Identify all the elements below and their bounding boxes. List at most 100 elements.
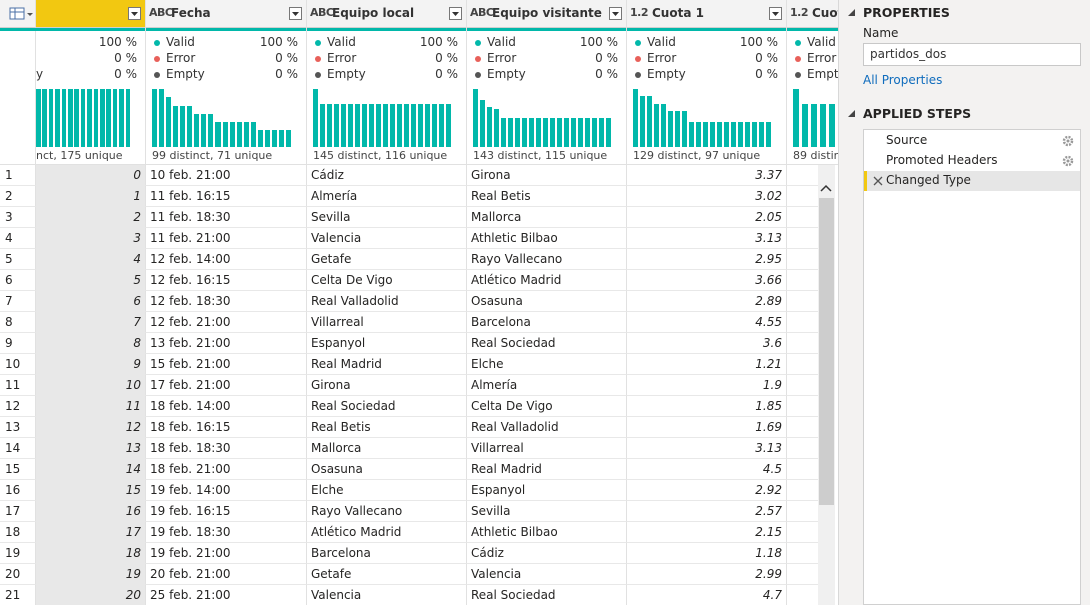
- cell[interactable]: Celta De Vigo: [307, 270, 467, 291]
- cell[interactable]: Almería: [467, 375, 627, 396]
- cell[interactable]: Real Sociedad: [307, 396, 467, 417]
- cell[interactable]: 1: [36, 186, 146, 207]
- cell[interactable]: 4.55: [627, 312, 787, 333]
- scroll-thumb[interactable]: [819, 198, 834, 505]
- cell[interactable]: Girona: [467, 165, 627, 186]
- cell[interactable]: 12 feb. 18:30: [146, 291, 307, 312]
- column-dropdown[interactable]: [128, 7, 141, 20]
- cell[interactable]: 20 feb. 21:00: [146, 564, 307, 585]
- cell[interactable]: Cádiz: [467, 543, 627, 564]
- column-dropdown[interactable]: [449, 7, 462, 20]
- cell[interactable]: 10 feb. 21:00: [146, 165, 307, 186]
- cell[interactable]: 3.02: [627, 186, 787, 207]
- cell[interactable]: 8: [36, 333, 146, 354]
- cell[interactable]: 13 feb. 21:00: [146, 333, 307, 354]
- column-dropdown[interactable]: [609, 7, 622, 20]
- cell[interactable]: 16: [36, 501, 146, 522]
- cell[interactable]: 17: [36, 522, 146, 543]
- cell[interactable]: 25 feb. 21:00: [146, 585, 307, 605]
- cell[interactable]: 2.99: [627, 564, 787, 585]
- cell[interactable]: Getafe: [307, 249, 467, 270]
- column-header[interactable]: 1.2 Cuota 1: [627, 0, 786, 28]
- cell[interactable]: Atlético Madrid: [467, 270, 627, 291]
- cell[interactable]: 14: [36, 459, 146, 480]
- cell[interactable]: 15 feb. 21:00: [146, 354, 307, 375]
- cell[interactable]: Real Betis: [307, 417, 467, 438]
- cell[interactable]: 12 feb. 21:00: [146, 312, 307, 333]
- cell[interactable]: 19 feb. 21:00: [146, 543, 307, 564]
- cell[interactable]: Valencia: [307, 585, 467, 605]
- cell[interactable]: Real Valladolid: [467, 417, 627, 438]
- cell[interactable]: 1.69: [627, 417, 787, 438]
- collapse-icon[interactable]: [847, 109, 857, 119]
- cell[interactable]: 18: [36, 543, 146, 564]
- applied-step[interactable]: Source: [864, 131, 1080, 151]
- cell[interactable]: 11 feb. 21:00: [146, 228, 307, 249]
- cell[interactable]: 4: [36, 249, 146, 270]
- applied-step[interactable]: Changed Type: [864, 171, 1080, 191]
- cell[interactable]: Osasuna: [307, 459, 467, 480]
- cell[interactable]: 18 feb. 14:00: [146, 396, 307, 417]
- column-header[interactable]: ABC Equipo local: [307, 0, 466, 28]
- cell[interactable]: 19: [36, 564, 146, 585]
- cell[interactable]: 19 feb. 16:15: [146, 501, 307, 522]
- cell[interactable]: 1.21: [627, 354, 787, 375]
- cell[interactable]: 18 feb. 21:00: [146, 459, 307, 480]
- all-properties-link[interactable]: All Properties: [863, 73, 943, 87]
- cell[interactable]: 13: [36, 438, 146, 459]
- cell[interactable]: Real Valladolid: [307, 291, 467, 312]
- table-menu[interactable]: [0, 0, 36, 28]
- cell[interactable]: 11 feb. 16:15: [146, 186, 307, 207]
- cell[interactable]: 20: [36, 585, 146, 605]
- cell[interactable]: 7: [36, 312, 146, 333]
- cell[interactable]: 3.13: [627, 438, 787, 459]
- cell[interactable]: 4.7: [627, 585, 787, 605]
- scrollbar[interactable]: [818, 165, 835, 605]
- cell[interactable]: 18 feb. 16:15: [146, 417, 307, 438]
- cell[interactable]: Cádiz: [307, 165, 467, 186]
- cell[interactable]: 2.57: [627, 501, 787, 522]
- cell[interactable]: Celta De Vigo: [467, 396, 627, 417]
- cell[interactable]: 9: [36, 354, 146, 375]
- cell[interactable]: 3.66: [627, 270, 787, 291]
- cell[interactable]: 2.15: [627, 522, 787, 543]
- cell[interactable]: Almería: [307, 186, 467, 207]
- cell[interactable]: 19 feb. 14:00: [146, 480, 307, 501]
- delete-step[interactable]: [872, 175, 884, 187]
- cell[interactable]: 3.13: [627, 228, 787, 249]
- cell[interactable]: 3.37: [627, 165, 787, 186]
- cell[interactable]: 4.5: [627, 459, 787, 480]
- cell[interactable]: Mallorca: [307, 438, 467, 459]
- cell[interactable]: Valencia: [307, 228, 467, 249]
- cell[interactable]: 2.95: [627, 249, 787, 270]
- cell[interactable]: Valencia: [467, 564, 627, 585]
- scroll-up[interactable]: [818, 179, 835, 199]
- cell[interactable]: 1.9: [627, 375, 787, 396]
- cell[interactable]: 3.6: [627, 333, 787, 354]
- cell[interactable]: 12 feb. 16:15: [146, 270, 307, 291]
- cell[interactable]: 15: [36, 480, 146, 501]
- name-input[interactable]: partidos_dos: [863, 43, 1081, 66]
- cell[interactable]: Espanyol: [467, 480, 627, 501]
- collapse-icon[interactable]: [847, 8, 857, 18]
- cell[interactable]: Getafe: [307, 564, 467, 585]
- cell[interactable]: Barcelona: [467, 312, 627, 333]
- applied-step[interactable]: Promoted Headers: [864, 151, 1080, 171]
- cell[interactable]: 18 feb. 18:30: [146, 438, 307, 459]
- cell[interactable]: Real Sociedad: [467, 333, 627, 354]
- cell[interactable]: 19 feb. 18:30: [146, 522, 307, 543]
- column-header[interactable]: ABC Fecha: [146, 0, 306, 28]
- column-dropdown[interactable]: [769, 7, 782, 20]
- cell[interactable]: 1.85: [627, 396, 787, 417]
- cell[interactable]: Sevilla: [307, 207, 467, 228]
- cell[interactable]: Rayo Vallecano: [307, 501, 467, 522]
- cell[interactable]: Rayo Vallecano: [467, 249, 627, 270]
- column-dropdown[interactable]: [289, 7, 302, 20]
- cell[interactable]: 17 feb. 21:00: [146, 375, 307, 396]
- cell[interactable]: Espanyol: [307, 333, 467, 354]
- cell[interactable]: 2: [36, 207, 146, 228]
- cell[interactable]: Elche: [307, 480, 467, 501]
- cell[interactable]: Sevilla: [467, 501, 627, 522]
- cell[interactable]: Girona: [307, 375, 467, 396]
